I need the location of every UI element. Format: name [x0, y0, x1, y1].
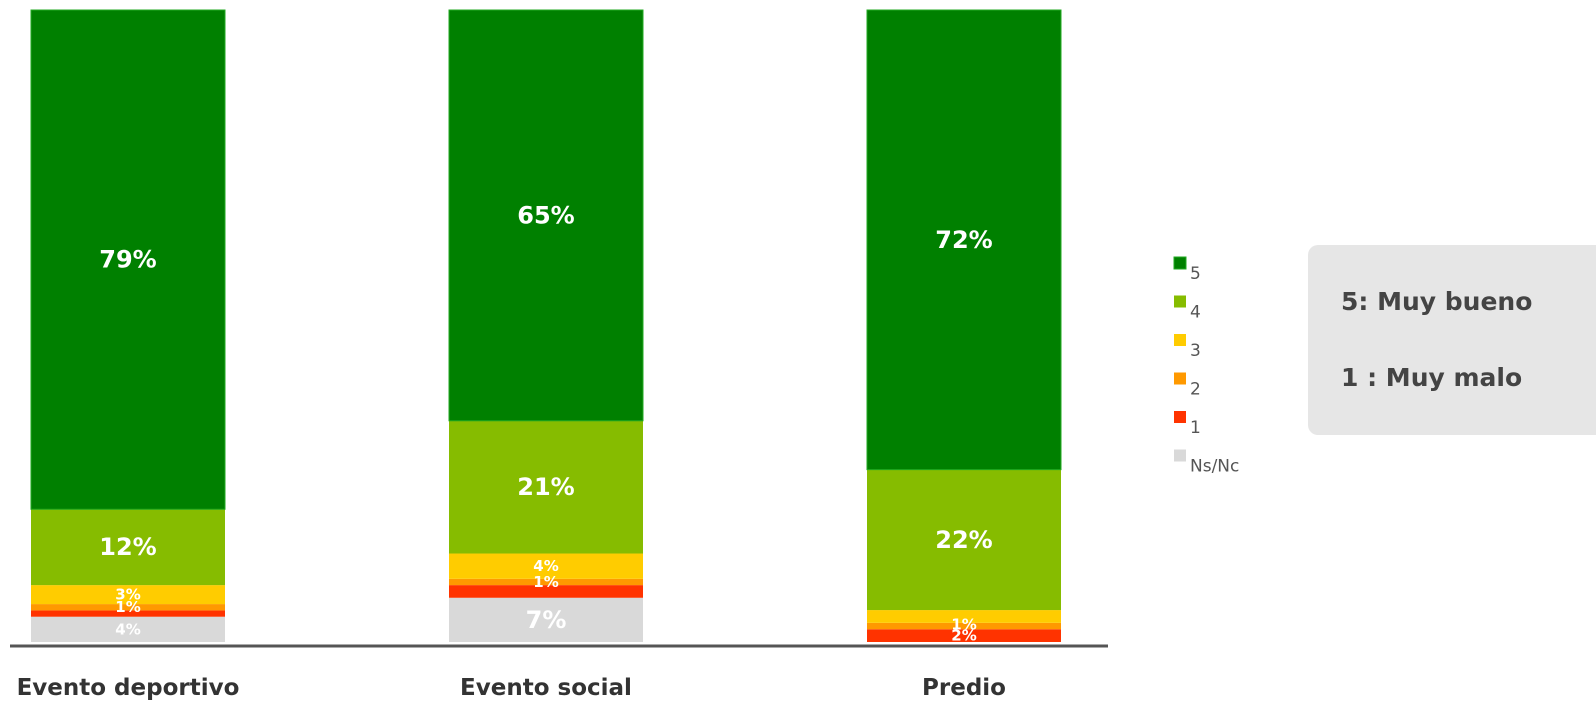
legend-swatch-5 — [1173, 256, 1187, 270]
legend-swatch-ns-nc — [1174, 449, 1186, 462]
legend-label-5: 5 — [1190, 264, 1201, 284]
legend-swatch-2 — [1174, 372, 1186, 385]
legend-label-2: 2 — [1190, 380, 1201, 400]
bar-segment-evento-deportivo-3 — [31, 585, 225, 605]
value-label-evento-social-ns-nc: 7% — [526, 606, 567, 634]
bar-segment-predio-2 — [867, 622, 1061, 630]
legend: 5 4 3 2 1 Ns/Nc — [1173, 256, 1239, 477]
value-label-predio-1: 2% — [951, 627, 976, 645]
scale-low-entry: 1 : Muy malo — [1341, 363, 1596, 393]
value-label-predio-2: 1% — [951, 616, 976, 634]
legend-swatch-4 — [1174, 295, 1186, 308]
legend-label-3: 3 — [1190, 341, 1201, 361]
bar-segment-evento-deportivo-1 — [31, 610, 225, 617]
bar-segment-evento-deportivo-4 — [31, 509, 225, 586]
category-label-predio: Predio — [922, 675, 1006, 701]
value-label-evento-social-3: 4% — [533, 557, 558, 575]
legend-label-ns-nc: Ns/Nc — [1190, 457, 1239, 477]
value-label-evento-deportivo-ns-nc: 4% — [115, 620, 140, 638]
rating-scale-note: 5: Muy bueno 1 : Muy malo — [1308, 245, 1596, 435]
value-label-evento-social-2: 1% — [533, 573, 558, 591]
bar-segment-predio-4 — [867, 469, 1061, 611]
category-label-evento-social: Evento social — [460, 675, 632, 701]
value-labels-layer: 4%1%3%12%79%7%1%4%21%65%2%1%22%72% — [99, 201, 992, 644]
scale-low-key: 1 — [1341, 363, 1359, 392]
scale-high-text: : Muy bueno — [1358, 287, 1533, 316]
value-label-predio-5: 72% — [935, 226, 992, 254]
bar-segment-evento-deportivo-ns-nc — [31, 616, 225, 642]
category-labels-layer: Evento deportivo Evento social Predio — [17, 675, 1006, 701]
legend-swatch-3 — [1174, 334, 1186, 346]
bar-segment-evento-deportivo-2 — [31, 604, 225, 611]
bar-segment-evento-social-4 — [449, 420, 643, 554]
value-label-evento-social-5: 65% — [517, 201, 574, 229]
bar-segment-predio-1 — [867, 629, 1061, 642]
bar-segment-evento-social-2 — [449, 578, 643, 586]
value-label-evento-deportivo-3: 3% — [115, 586, 140, 604]
value-label-predio-4: 22% — [935, 526, 992, 554]
category-label-evento-deportivo: Evento deportivo — [17, 675, 240, 701]
bar-segment-evento-deportivo-5 — [30, 9, 226, 510]
bar-segment-evento-social-5 — [448, 9, 644, 422]
bar-segment-evento-social-1 — [449, 585, 643, 598]
scale-high-entry: 5: Muy bueno — [1341, 287, 1596, 317]
bar-segment-predio-3 — [867, 610, 1061, 623]
value-label-evento-deportivo-4: 12% — [99, 533, 156, 561]
value-label-evento-deportivo-2: 1% — [115, 598, 140, 616]
bar-segment-evento-social-ns-nc — [449, 597, 643, 642]
scale-high-key: 5 — [1341, 287, 1359, 316]
bars-layer — [30, 9, 1062, 642]
value-label-evento-social-4: 21% — [517, 473, 574, 501]
bar-segment-predio-5 — [866, 9, 1062, 471]
value-label-evento-deportivo-5: 79% — [99, 246, 156, 274]
bar-segment-evento-social-3 — [449, 553, 643, 579]
scale-low-text: : Muy malo — [1358, 363, 1523, 392]
legend-label-4: 4 — [1190, 303, 1201, 323]
legend-swatch-1 — [1174, 411, 1186, 423]
legend-label-1: 1 — [1190, 418, 1201, 438]
